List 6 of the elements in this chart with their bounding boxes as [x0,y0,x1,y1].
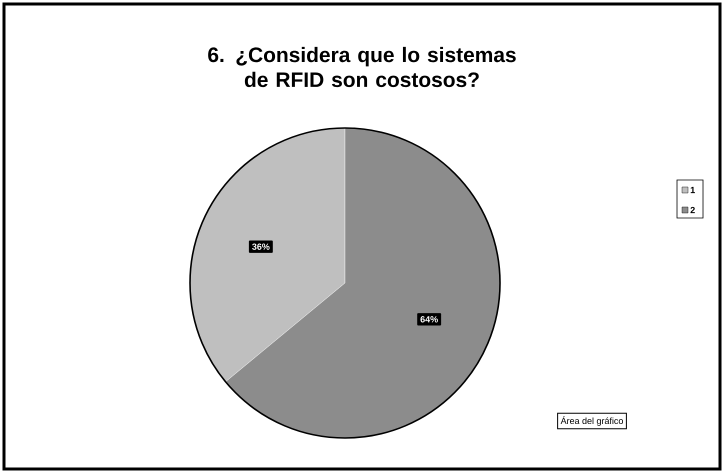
data-label: 36% [252,244,270,250]
text: Área del gráfico [560,416,624,426]
chart-title: 6. ¿Considera que lo sistemas de RFID son costosos? [208,46,516,88]
legend-label: 2 [690,206,695,214]
data-label: 64% [420,316,438,322]
legend-label: 1 [690,186,695,194]
